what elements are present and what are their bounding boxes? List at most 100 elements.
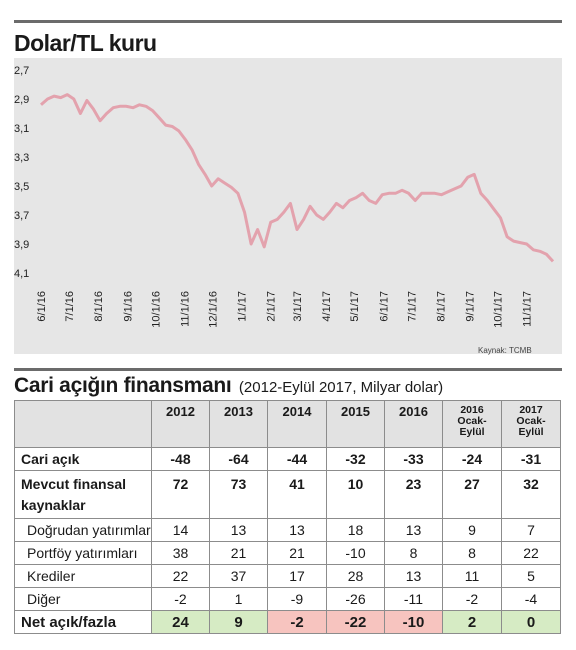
x-tick-label: 5/1/17 (349, 291, 361, 322)
row-label: Doğrudan yatırımlar (14, 518, 152, 542)
table-cell: 21 (267, 541, 327, 565)
table-cell: -44 (267, 447, 327, 471)
top-rule (14, 20, 562, 23)
table-cell: 37 (209, 564, 268, 588)
table-cell: -9 (267, 587, 327, 611)
table-cell: -2 (151, 587, 210, 611)
table-cell: 1 (209, 587, 268, 611)
source-note: Kaynak: TCMB (478, 346, 532, 355)
y-tick-label: 2,7 (14, 65, 29, 77)
header-period: 2017 Ocak- Eylül (501, 400, 561, 448)
series-line (40, 93, 555, 263)
x-tick-label: 8/1/16 (93, 291, 105, 322)
table-cell: -10 (384, 610, 443, 634)
chart-title: Dolar/TL kuru (14, 30, 157, 56)
table-row: Mevcut finansal kaynaklar 72 73 41 10 23 27 32 (14, 470, 561, 519)
table-cell: 22 (501, 541, 561, 565)
table-cell: -22 (326, 610, 385, 634)
table-cell: 28 (326, 564, 385, 588)
table-cell: 18 (326, 518, 385, 542)
table-cell: -4 (501, 587, 561, 611)
table-cell: -10 (326, 541, 385, 565)
table-cell: 17 (267, 564, 327, 588)
header-year: 2013 (209, 400, 268, 448)
table-cell: 8 (384, 541, 443, 565)
table-cell: 32 (501, 470, 561, 519)
table-cell: 73 (209, 470, 268, 519)
table-cell: 13 (209, 518, 268, 542)
x-tick-label: 2/1/17 (266, 291, 278, 322)
row-label: Cari açık (14, 447, 152, 471)
table-cell: -64 (209, 447, 268, 471)
x-tick-label: 8/1/17 (435, 291, 447, 322)
x-tick-label: 4/1/17 (321, 291, 333, 322)
y-tick-label: 3,9 (14, 239, 29, 251)
table-row: Krediler 22 37 17 28 13 11 5 (14, 564, 561, 588)
row-label: Portföy yatırımları (14, 541, 152, 565)
table-cell: -2 (267, 610, 327, 634)
y-tick-label: 3,7 (14, 210, 29, 222)
x-tick-label: 6/1/16 (36, 291, 48, 322)
header-year: 2014 (267, 400, 327, 448)
row-label: Mevcut finansal kaynaklar (14, 470, 152, 519)
table-cell: 41 (267, 470, 327, 519)
table-cell: 24 (151, 610, 210, 634)
table-cell: 9 (209, 610, 268, 634)
header-corner (14, 400, 152, 448)
table-cell: -48 (151, 447, 210, 471)
table-cell: -32 (326, 447, 385, 471)
separator-rule (14, 368, 562, 371)
x-tick-label: 11/1/16 (179, 291, 191, 327)
table-cell: 0 (501, 610, 561, 634)
table-title-main: Cari açığın finansmanı (14, 374, 232, 397)
row-label: Diğer (14, 587, 152, 611)
table-cell: 10 (326, 470, 385, 519)
table-row: Diğer -2 1 -9 -26 -11 -2 -4 (14, 587, 561, 611)
table-cell: 13 (267, 518, 327, 542)
table-cell: 72 (151, 470, 210, 519)
table-header-row: 2012 2013 2014 2015 2016 2016 Ocak- Eylü… (14, 400, 561, 448)
table-cell: 14 (151, 518, 210, 542)
table-cell: -2 (442, 587, 502, 611)
x-tick-label: 9/1/16 (122, 291, 134, 322)
x-tick-label: 7/1/17 (406, 291, 418, 322)
table-title: Cari açığın finansmanı (2012-Eylül 2017,… (14, 374, 443, 398)
table-cell: -11 (384, 587, 443, 611)
row-label: Net açık/fazla (14, 610, 152, 634)
x-tick-label: 10/1/16 (150, 291, 162, 328)
x-tick-label: 11/1/17 (522, 291, 534, 327)
table-body: Cari açık -48 -64 -44 -32 -33 -24 -31 Mevcut fin… (14, 447, 561, 634)
table-cell: 13 (384, 518, 443, 542)
table-cell: -31 (501, 447, 561, 471)
y-tick-label: 3,5 (14, 181, 29, 193)
x-tick-label: 12/1/16 (208, 291, 220, 328)
table-cell: 11 (442, 564, 502, 588)
financing-table: 2012 2013 2014 2015 2016 2016 Ocak- Eylü… (14, 400, 561, 634)
line-chart: 2,7 2,9 3,1 3,3 3,5 3,7 3,9 4,1 6/1/16 7/1/16 8/1/… (14, 65, 555, 328)
table-cell: 22 (151, 564, 210, 588)
table-cell: 23 (384, 470, 443, 519)
x-tick-label: 3/1/17 (292, 291, 304, 322)
header-year: 2012 (151, 400, 210, 448)
table-title-subtitle: (2012-Eylül 2017, Milyar dolar) (238, 379, 444, 396)
table-cell: 27 (442, 470, 502, 519)
y-tick-label: 3,3 (14, 152, 29, 164)
chart-panel: 2,7 2,9 3,1 3,3 3,5 3,7 3,9 4,1 6/1/16 7/1/16 8/1/… (14, 58, 562, 354)
header-year: 2016 (384, 400, 443, 448)
table-cell: 5 (501, 564, 561, 588)
table-cell: 9 (442, 518, 502, 542)
table-cell: -33 (384, 447, 443, 471)
table-cell: 38 (151, 541, 210, 565)
header-period: 2016 Ocak- Eylül (442, 400, 502, 448)
table-cell: -26 (326, 587, 385, 611)
table-row: Cari açık -48 -64 -44 -32 -33 -24 -31 (14, 447, 561, 471)
table-row: Net açık/fazla 24 9 -2 -22 -10 2 0 (14, 610, 561, 634)
x-tick-label: 6/1/17 (378, 291, 390, 322)
table-cell: 21 (209, 541, 268, 565)
table-cell: 2 (442, 610, 502, 634)
x-tick-label: 10/1/17 (493, 291, 505, 328)
y-tick-label: 3,1 (14, 123, 29, 135)
x-tick-label: 9/1/17 (465, 291, 477, 322)
header-year: 2015 (326, 400, 385, 448)
y-tick-label: 2,9 (14, 94, 29, 106)
